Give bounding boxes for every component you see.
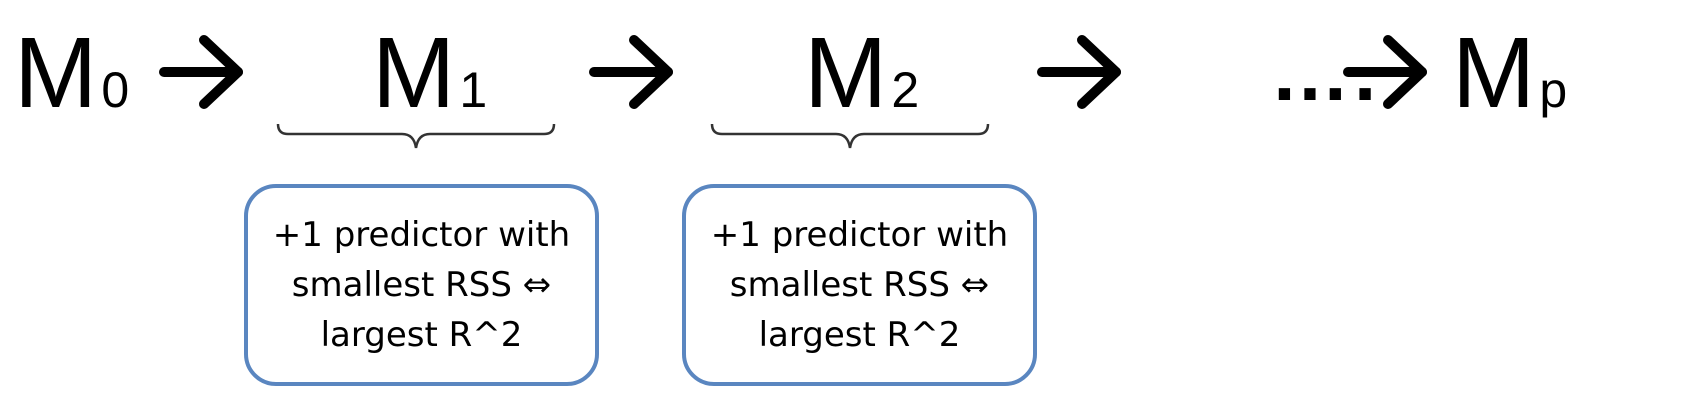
model-m1-subscript: 1: [459, 62, 488, 118]
brace-m2: [710, 123, 990, 149]
step-box-line: +1 predictor with: [272, 215, 571, 255]
model-mp: Mp: [1452, 17, 1568, 129]
step-box-m2: +1 predictor with smallest RSS ⇔ largest…: [682, 184, 1037, 386]
step-box-line: largest R^2: [758, 315, 961, 355]
model-m2: M2: [804, 17, 920, 129]
model-mp-subscript: p: [1539, 62, 1568, 118]
model-m2-subscript: 2: [891, 62, 920, 118]
arrow-right-icon: [1037, 35, 1121, 109]
model-m0-subscript: 0: [101, 62, 130, 118]
brace-m1: [276, 123, 556, 149]
step-box-line: smallest RSS ⇔: [291, 265, 552, 305]
arrow-right-icon: [589, 35, 673, 109]
arrow-right-icon: [159, 35, 243, 109]
step-box-line: +1 predictor with: [710, 215, 1009, 255]
model-m1: M1: [372, 17, 488, 129]
step-box-line: largest R^2: [320, 315, 523, 355]
step-box-m1: +1 predictor with smallest RSS ⇔ largest…: [244, 184, 599, 386]
model-m0: M0: [14, 17, 130, 129]
arrow-right-icon: [1343, 35, 1427, 109]
step-box-line: smallest RSS ⇔: [729, 265, 990, 305]
